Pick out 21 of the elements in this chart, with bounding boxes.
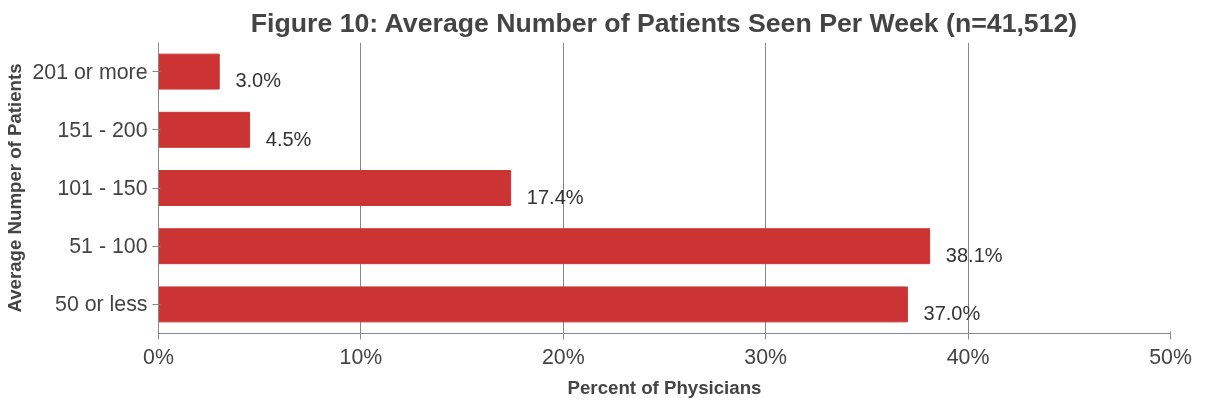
y-tick-label: 101 - 150 <box>57 176 148 200</box>
x-tick-label: 10% <box>339 344 383 369</box>
data-label: 3.0% <box>235 69 282 92</box>
chart-title: Figure 10: Average Number of Patients Seen Per Week (n=41,512) <box>250 7 1078 38</box>
x-axis-title: Percent of Physicians <box>567 376 762 398</box>
bar <box>158 111 251 148</box>
bar <box>158 228 931 265</box>
data-label: 4.5% <box>265 127 312 150</box>
x-tick-label: 40% <box>946 344 990 369</box>
y-tick-label: 201 or more <box>32 59 148 84</box>
bar <box>158 170 512 206</box>
x-tick-label: 50% <box>1149 344 1192 369</box>
x-tick-label: 20% <box>541 344 585 369</box>
bar <box>158 286 908 323</box>
y-axis-title: Average Numper of Patients <box>3 63 25 313</box>
y-tick-label: 151 - 200 <box>57 117 148 142</box>
x-tick-label: 30% <box>744 344 788 369</box>
y-tick-label: 50 or less <box>55 292 148 317</box>
y-tick-label: 51 - 100 <box>69 234 148 259</box>
x-tick-label: 0% <box>143 344 174 369</box>
bar <box>158 53 220 90</box>
